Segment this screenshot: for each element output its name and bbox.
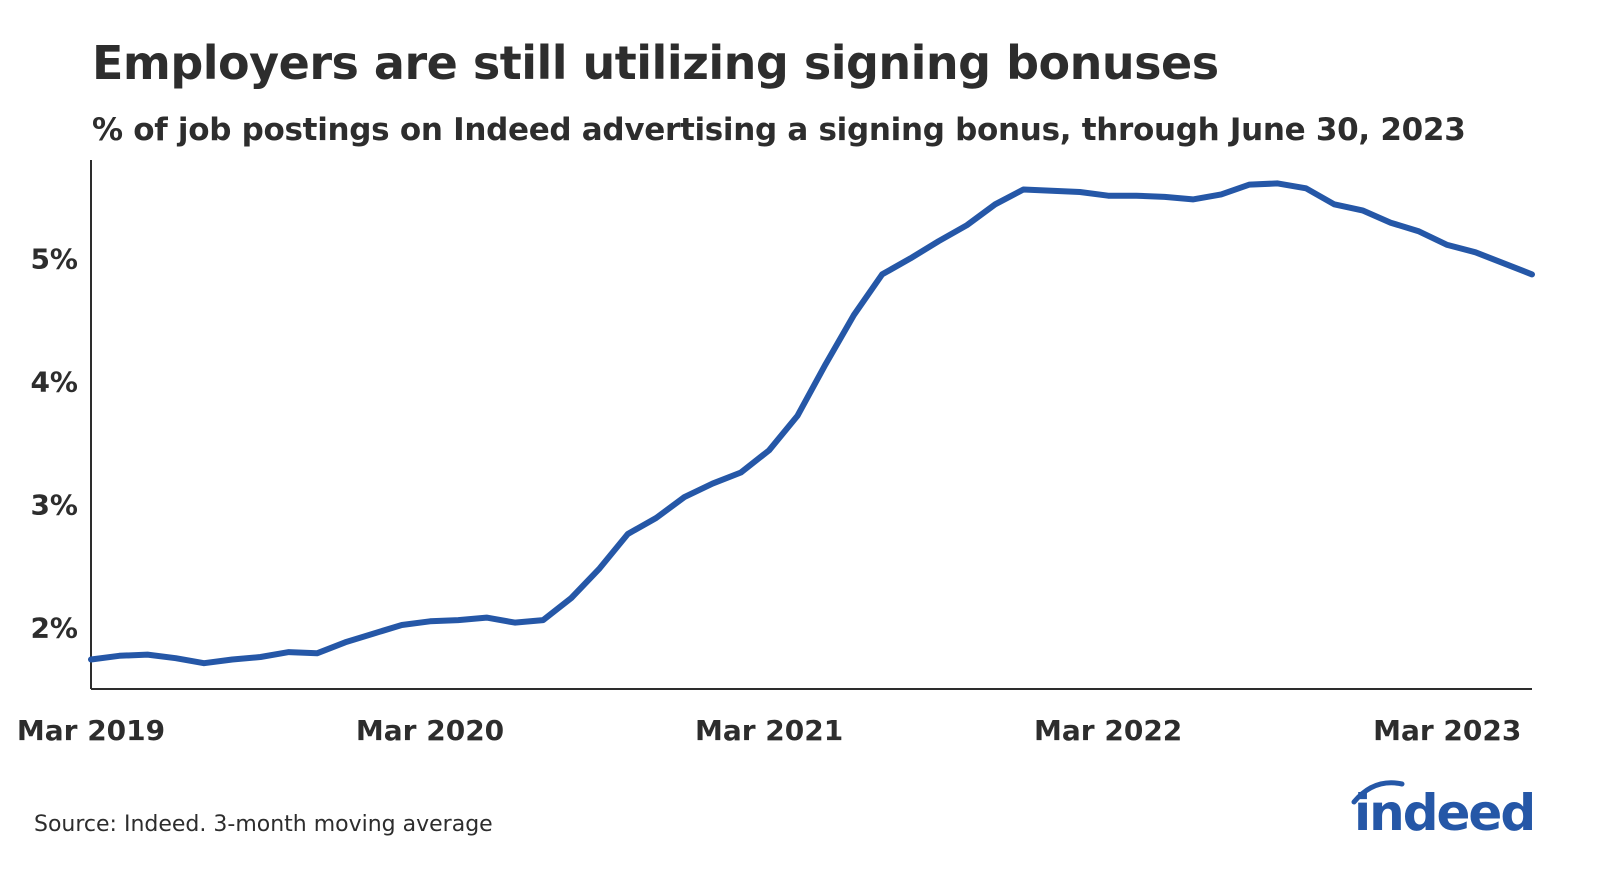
x-tick-label: Mar 2022 [1034, 714, 1182, 747]
logo-arc-icon [1351, 780, 1405, 805]
y-tick-labels: 2% 3% 4% 5% [30, 242, 78, 644]
source-note: Source: Indeed. 3-month moving average [34, 812, 493, 837]
chart-title: Employers are still utilizing signing bo… [92, 36, 1219, 90]
x-tick-labels: Mar 2019 Mar 2020 Mar 2021 Mar 2022 Mar 2023 [17, 714, 1521, 747]
x-tick-label: Mar 2019 [17, 714, 165, 747]
chart-subtitle: % of job postings on Indeed advertising … [92, 112, 1466, 148]
y-tick-label: 3% [30, 488, 78, 521]
x-tick-label: Mar 2021 [695, 714, 843, 747]
y-tick-label: 5% [30, 242, 78, 275]
x-tick-label: Mar 2020 [356, 714, 504, 747]
logo-wordmark: indeed [1354, 784, 1536, 842]
series-line-signing-bonus [88, 180, 1535, 667]
x-tick-label: Mar 2023 [1373, 714, 1521, 747]
indeed-logo: indeed [1340, 776, 1560, 846]
y-tick-label: 2% [30, 611, 78, 644]
y-tick-label: 4% [30, 365, 78, 398]
